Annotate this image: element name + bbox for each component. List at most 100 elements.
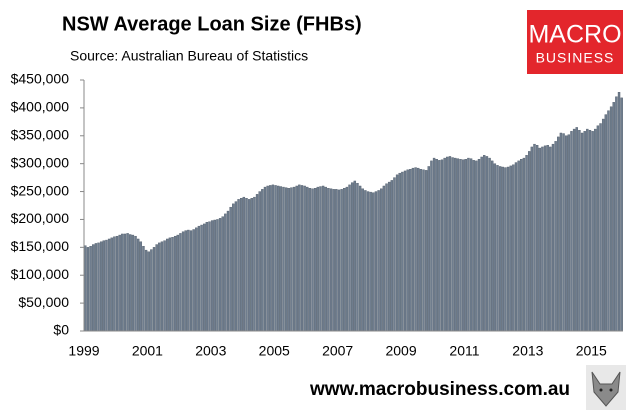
bar <box>303 185 306 332</box>
bar <box>123 233 127 332</box>
bar <box>184 230 187 332</box>
bar <box>203 223 206 332</box>
bar <box>229 206 232 332</box>
y-tick-label: $150,000 <box>11 238 70 254</box>
bar <box>409 169 412 332</box>
bar <box>467 157 470 332</box>
bar <box>591 131 594 332</box>
chart-subtitle: Source: Australian Bureau of Statistics <box>70 48 308 64</box>
logo: MACRO BUSINESS <box>527 10 623 74</box>
bar <box>113 236 116 332</box>
bar <box>163 240 166 332</box>
bar <box>168 237 172 332</box>
bar <box>189 230 193 332</box>
bar <box>287 188 290 332</box>
bar <box>459 159 462 332</box>
bar <box>475 160 478 332</box>
bar <box>395 174 399 332</box>
bar <box>298 184 301 332</box>
bar <box>543 145 547 332</box>
bar <box>337 189 341 332</box>
bar <box>538 147 541 332</box>
bar <box>361 188 364 332</box>
bar <box>454 157 457 332</box>
bar <box>255 194 259 332</box>
bar <box>94 243 98 332</box>
bar <box>496 165 499 332</box>
wolf-icon <box>586 365 626 410</box>
bar <box>541 146 544 332</box>
bar <box>216 219 219 332</box>
bar <box>578 129 581 332</box>
bar <box>327 188 330 332</box>
bar <box>446 156 449 332</box>
bar <box>501 166 504 332</box>
bar <box>512 164 515 332</box>
bar <box>456 158 460 332</box>
bar <box>464 159 467 332</box>
bar <box>583 131 586 332</box>
bar <box>245 198 248 332</box>
bar <box>139 241 143 332</box>
bar <box>599 123 602 332</box>
bar <box>158 242 161 332</box>
bar <box>150 249 153 332</box>
bar <box>488 157 491 332</box>
bar <box>105 239 108 332</box>
bar <box>155 244 158 332</box>
bar <box>160 241 164 332</box>
bar <box>533 143 536 332</box>
bar <box>176 234 180 332</box>
bar <box>107 238 111 332</box>
x-tick-label: 2003 <box>195 343 226 359</box>
bar <box>382 185 386 332</box>
bar <box>525 155 528 332</box>
bar <box>261 189 264 332</box>
bar <box>369 191 372 332</box>
wolf-eye <box>609 388 613 392</box>
logo-box <box>527 10 623 74</box>
bar <box>324 186 327 332</box>
y-tick-label: $300,000 <box>11 154 70 170</box>
bar <box>136 238 140 332</box>
bar <box>166 238 169 332</box>
bar <box>192 229 195 332</box>
chart-title: NSW Average Loan Size (FHBs) <box>62 13 362 35</box>
bar <box>377 190 380 332</box>
bar <box>522 157 526 332</box>
bar <box>358 185 362 332</box>
logo-text: MACRO <box>528 21 621 49</box>
bar <box>263 186 267 332</box>
bar <box>570 131 573 332</box>
bar <box>232 203 235 332</box>
bar <box>348 184 351 332</box>
bar <box>205 222 209 332</box>
bar <box>401 171 404 332</box>
bar <box>393 177 396 332</box>
bar <box>308 188 312 332</box>
bar <box>530 146 534 332</box>
bar <box>403 170 407 332</box>
bar <box>586 128 589 332</box>
bar <box>607 110 610 332</box>
bar <box>414 167 417 332</box>
bar <box>604 114 608 332</box>
bar <box>197 225 201 332</box>
bar <box>469 158 473 332</box>
bar <box>517 160 520 332</box>
bar <box>427 166 431 332</box>
y-tick-label: $50,000 <box>18 294 69 310</box>
bar <box>92 244 95 332</box>
bar <box>200 224 203 332</box>
bar <box>498 166 502 332</box>
bar <box>210 220 214 332</box>
bar <box>562 133 565 332</box>
bar <box>588 129 592 332</box>
bar <box>549 146 552 332</box>
bar <box>195 227 198 332</box>
bar <box>271 184 275 332</box>
bar <box>411 167 415 332</box>
bar <box>102 240 106 332</box>
bar <box>546 145 549 332</box>
